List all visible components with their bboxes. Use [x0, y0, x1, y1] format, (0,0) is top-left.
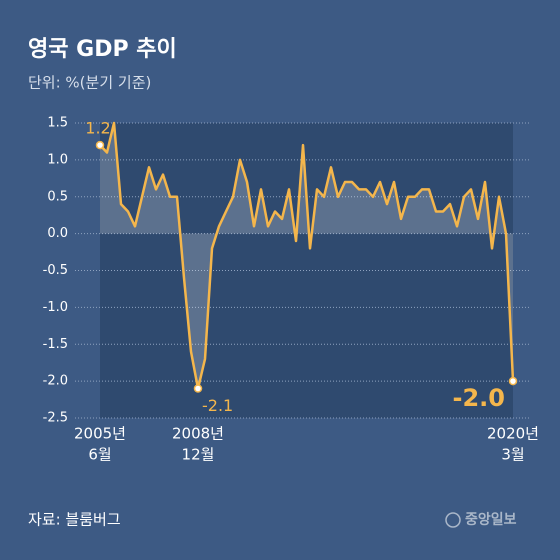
logo-icon	[445, 512, 461, 528]
y-tick-label: -1.5	[43, 337, 68, 352]
x-tick-label: 2005년	[74, 425, 126, 443]
value-label: -2.0	[453, 384, 505, 412]
y-tick-label: 0.0	[47, 226, 68, 241]
x-tick-label: 3월	[501, 446, 524, 464]
logo: 중앙일보	[465, 511, 517, 528]
point	[193, 384, 203, 393]
y-tick-label: -0.5	[43, 263, 68, 278]
y-tick-label: 0.5	[47, 189, 68, 204]
y-tick-label: -2.5	[43, 411, 68, 426]
point	[508, 376, 518, 386]
value-label: -2.1	[202, 396, 233, 415]
value-label: 1.2	[85, 119, 110, 138]
point	[95, 140, 105, 150]
x-tick-label: 12월	[182, 446, 215, 464]
x-tick-label: 2020년	[487, 425, 539, 443]
y-tick-label: -1.0	[43, 300, 68, 315]
x-tick-label: 2008년	[172, 425, 224, 443]
y-tick-label: -2.0	[43, 374, 68, 389]
y-tick-label: 1.0	[47, 152, 68, 167]
line	[99, 121, 515, 390]
chart-subtitle: 단위: %(분기 기준)	[28, 74, 151, 92]
area	[100, 123, 513, 389]
chart-title: 영국 GDP 추이	[28, 37, 177, 62]
x-tick-label: 6월	[88, 446, 111, 464]
y-tick-label: 1.5	[47, 116, 68, 131]
source: 자료: 블룸버그	[28, 511, 121, 529]
